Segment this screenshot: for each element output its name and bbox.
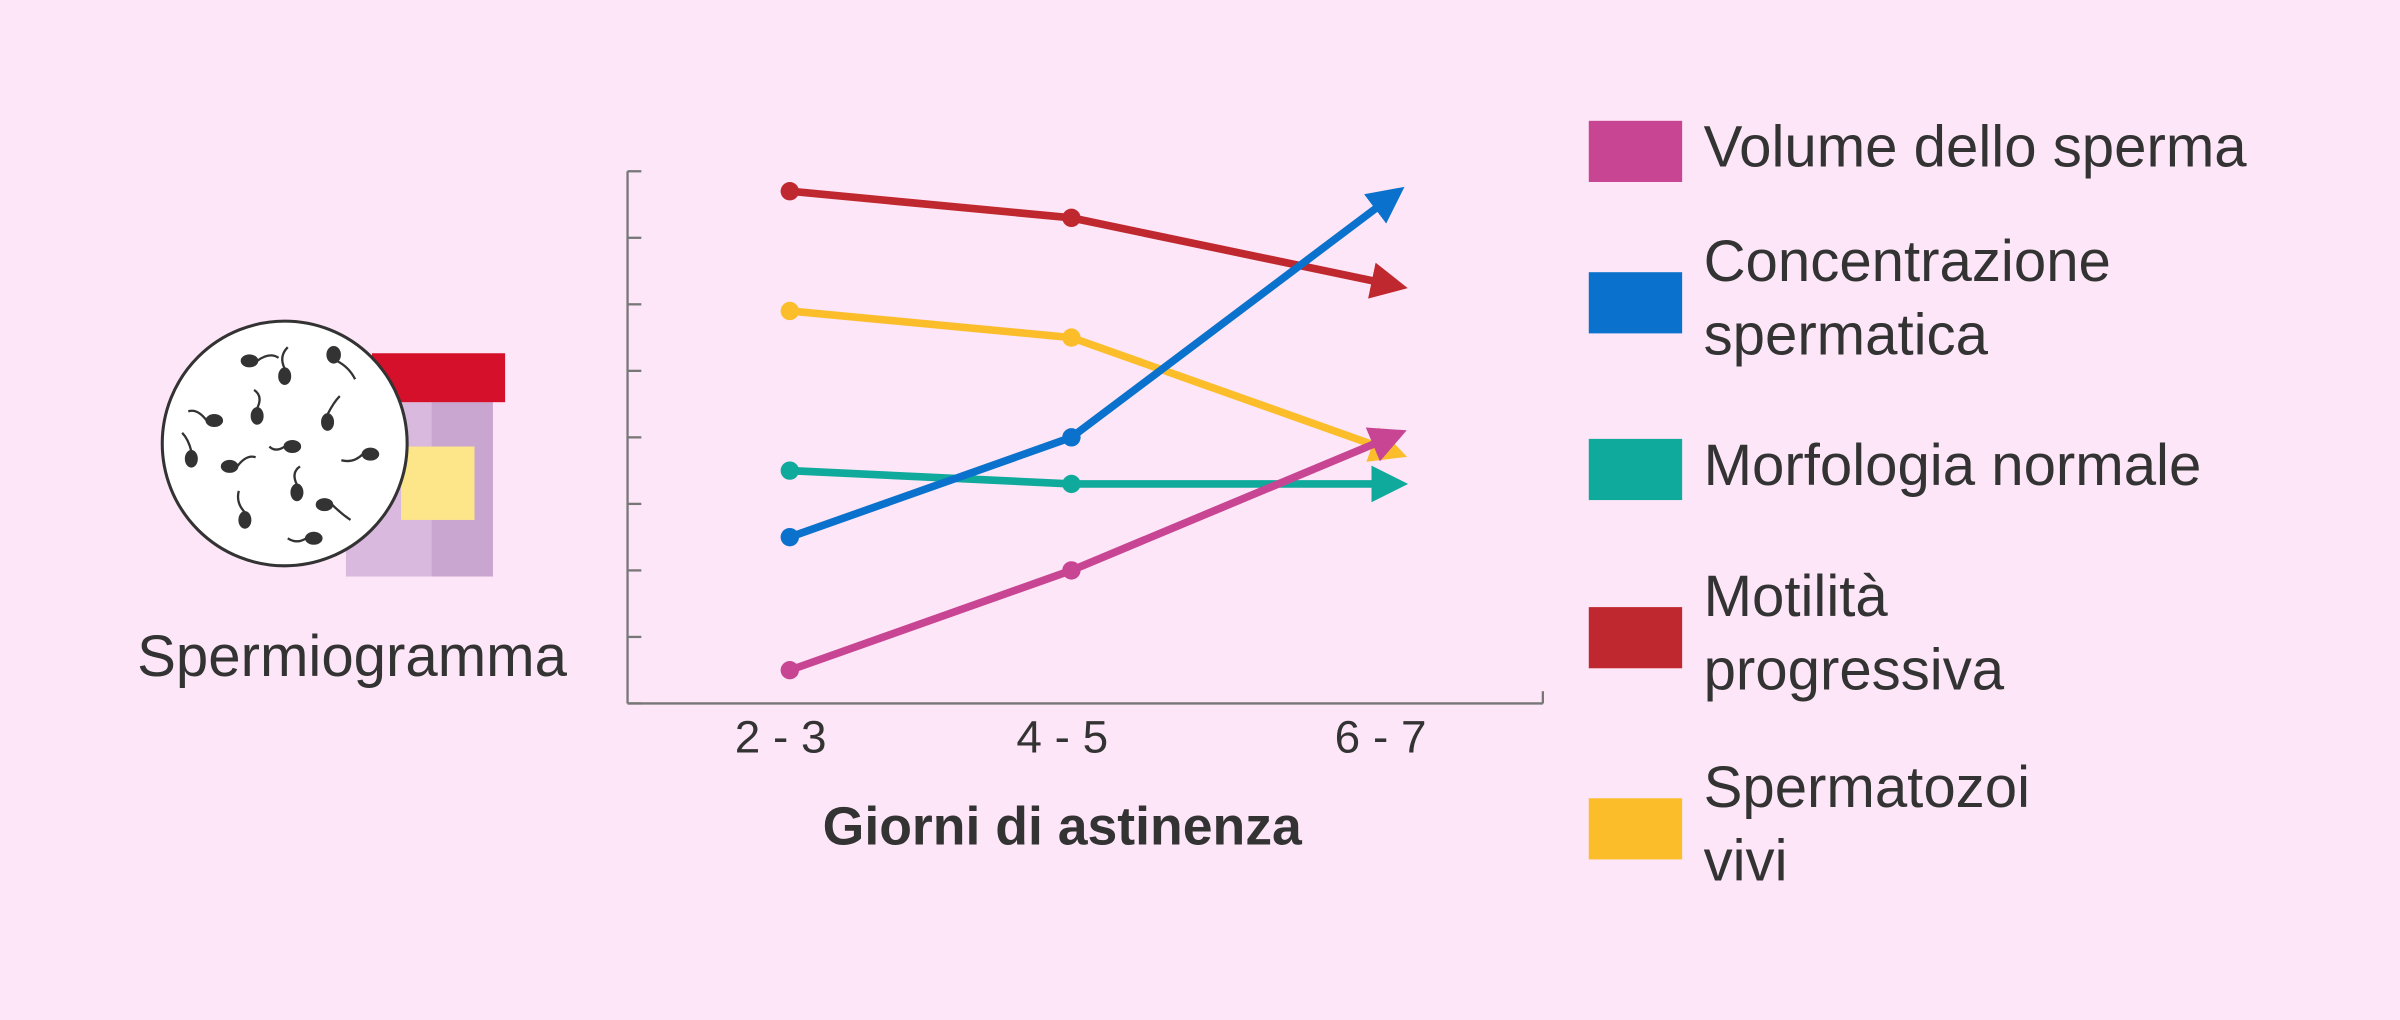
x-tick-label: 4 - 5 bbox=[1016, 710, 1108, 762]
legend-swatch bbox=[1588, 607, 1683, 669]
data-point bbox=[780, 461, 799, 480]
legend-label: Volume dello sperma bbox=[1704, 115, 2248, 180]
icon-label: Spermiogramma bbox=[137, 624, 567, 689]
data-point bbox=[1062, 561, 1081, 580]
legend-swatch bbox=[1588, 798, 1683, 860]
sample-icon bbox=[160, 319, 506, 577]
data-point bbox=[1062, 328, 1081, 347]
data-point bbox=[780, 301, 799, 321]
data-point bbox=[780, 527, 799, 547]
legend-label: Morfologia normale bbox=[1704, 433, 2202, 498]
sperm-cells bbox=[181, 345, 380, 545]
data-point bbox=[780, 661, 799, 680]
legend-label: Concentrazione spermatica bbox=[1704, 229, 2111, 367]
legend-swatch bbox=[1588, 120, 1683, 182]
x-tick-label: 2 - 3 bbox=[735, 710, 827, 762]
data-point bbox=[1062, 208, 1081, 228]
legend-label: Spermatozoi vivi bbox=[1704, 756, 2030, 894]
x-axis-title: Giorni di astinenza bbox=[823, 798, 1303, 857]
legend-label: Motilità progressiva bbox=[1704, 564, 2005, 702]
legend-swatch bbox=[1588, 438, 1683, 501]
data-point bbox=[780, 182, 799, 201]
legend-swatch bbox=[1588, 272, 1683, 334]
jar-label bbox=[401, 446, 475, 520]
x-tick-label: 6 - 7 bbox=[1335, 710, 1427, 762]
data-point bbox=[1062, 428, 1081, 447]
data-point bbox=[1062, 474, 1081, 494]
